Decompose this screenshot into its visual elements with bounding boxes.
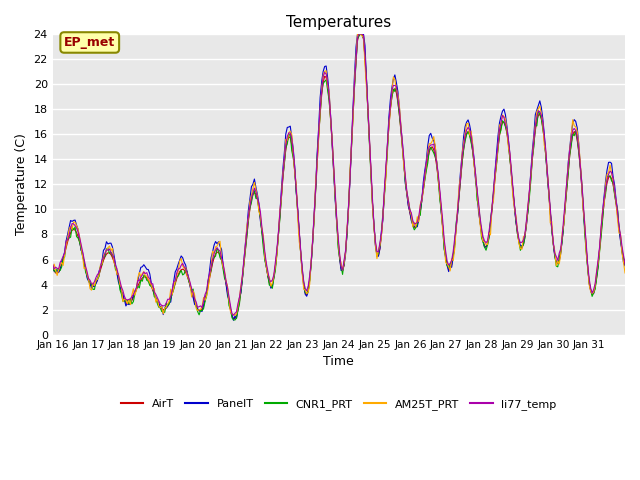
AirT [620, 256, 627, 262]
CNR1_PRT [345, 203, 353, 209]
CNR1_PRT [49, 266, 56, 272]
AirT [460, 146, 467, 152]
li77_temp [355, 31, 363, 37]
AirT [621, 262, 629, 268]
AM25T_PRT [621, 270, 629, 276]
PanelT [345, 204, 353, 210]
PanelT [621, 263, 629, 269]
X-axis label: Time: Time [323, 355, 354, 368]
AirT [345, 204, 353, 210]
li77_temp [49, 262, 56, 267]
li77_temp [545, 186, 552, 192]
Y-axis label: Temperature (C): Temperature (C) [15, 133, 28, 235]
AM25T_PRT [345, 207, 353, 213]
AM25T_PRT [49, 267, 56, 273]
PanelT [68, 218, 76, 224]
AM25T_PRT [86, 286, 94, 292]
PanelT [460, 134, 467, 140]
li77_temp [68, 221, 76, 227]
PanelT [545, 190, 552, 196]
Line: PanelT: PanelT [52, 34, 625, 320]
PanelT [230, 317, 237, 323]
Line: CNR1_PRT: CNR1_PRT [52, 34, 625, 320]
PanelT [86, 281, 94, 287]
CNR1_PRT [460, 147, 467, 153]
AM25T_PRT [354, 31, 362, 37]
CNR1_PRT [545, 190, 552, 196]
AirT [49, 264, 56, 270]
li77_temp [460, 144, 467, 150]
Text: EP_met: EP_met [64, 36, 115, 49]
Legend: AirT, PanelT, CNR1_PRT, AM25T_PRT, li77_temp: AirT, PanelT, CNR1_PRT, AM25T_PRT, li77_… [116, 395, 561, 414]
CNR1_PRT [620, 256, 627, 262]
CNR1_PRT [356, 31, 364, 37]
AirT [355, 31, 363, 37]
li77_temp [230, 312, 237, 318]
AirT [545, 191, 552, 196]
li77_temp [86, 277, 94, 283]
AirT [86, 281, 94, 287]
AM25T_PRT [620, 259, 627, 265]
AirT [230, 316, 237, 322]
CNR1_PRT [86, 280, 94, 286]
AM25T_PRT [545, 187, 552, 192]
li77_temp [620, 252, 627, 258]
AM25T_PRT [68, 226, 76, 232]
AM25T_PRT [460, 141, 467, 146]
Title: Temperatures: Temperatures [286, 15, 392, 30]
AM25T_PRT [231, 312, 239, 318]
CNR1_PRT [68, 224, 76, 230]
CNR1_PRT [231, 317, 239, 323]
Line: li77_temp: li77_temp [52, 34, 625, 315]
Line: AM25T_PRT: AM25T_PRT [52, 34, 625, 315]
li77_temp [345, 202, 353, 208]
Line: AirT: AirT [52, 34, 625, 319]
PanelT [354, 31, 362, 37]
PanelT [49, 264, 56, 269]
CNR1_PRT [621, 258, 629, 264]
li77_temp [621, 260, 629, 266]
AirT [68, 228, 76, 233]
PanelT [620, 260, 627, 265]
